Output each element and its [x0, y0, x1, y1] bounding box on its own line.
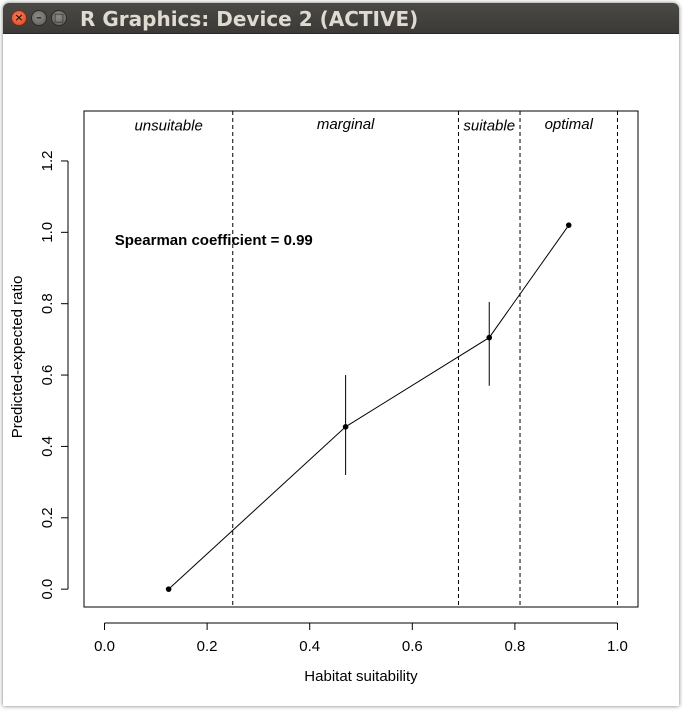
maximize-icon: □ [53, 11, 65, 24]
x-tick-label-0: 0.0 [94, 638, 115, 655]
plot-frame [83, 110, 639, 608]
series-line-0 [168, 224, 570, 590]
class-labels: unsuitable marginal suitable optimal [134, 116, 593, 135]
y-tick-label-2: 0.4 [39, 436, 56, 457]
maximize-button[interactable]: □ [51, 10, 67, 26]
y-axis-label: Predicted-expected ratio [9, 276, 26, 439]
close-button[interactable]: × [11, 10, 27, 26]
x-tick-label-3: 0.6 [402, 638, 423, 655]
data-point-0 [165, 586, 172, 592]
data-point-3 [565, 222, 572, 228]
y-axis: 0.0 0.2 0.4 0.6 0.8 1.0 1.2 [39, 151, 69, 600]
r-graphics-window: × – □ R Graphics: Device 2 (ACTIVE) [3, 3, 679, 706]
close-icon: × [14, 11, 24, 24]
title-bar[interactable]: × – □ R Graphics: Device 2 (ACTIVE) [3, 3, 679, 34]
y-tick-label-4: 0.8 [39, 293, 56, 314]
class-label-suitable: suitable [463, 118, 515, 135]
minimize-icon: – [36, 11, 42, 24]
y-tick-label-0: 0.0 [39, 579, 56, 600]
spearman-annotation: Spearman coefficient = 0.99 [115, 232, 313, 249]
minimize-button[interactable]: – [31, 10, 47, 26]
x-tick-label-2: 0.4 [299, 638, 320, 655]
class-label-marginal: marginal [317, 116, 375, 133]
data-point-2 [486, 334, 493, 341]
x-axis: 0.0 0.2 0.4 0.6 0.8 1.0 [94, 622, 628, 655]
y-tick-label-5: 1.0 [39, 222, 56, 243]
series [165, 222, 572, 592]
x-tick-label-1: 0.2 [197, 638, 218, 655]
data-point-1 [342, 423, 349, 430]
x-tick-label-5: 1.0 [607, 638, 628, 655]
y-tick-label-3: 0.6 [39, 365, 56, 386]
y-tick-label-1: 0.2 [39, 507, 56, 528]
window-title: R Graphics: Device 2 (ACTIVE) [80, 7, 419, 31]
class-label-optimal: optimal [545, 116, 594, 133]
x-tick-label-4: 0.8 [504, 638, 525, 655]
class-label-unsuitable: unsuitable [134, 118, 202, 135]
y-tick-label-6: 1.2 [39, 151, 56, 172]
x-axis-label: Habitat suitability [304, 668, 418, 685]
threshold-lines [232, 111, 618, 607]
